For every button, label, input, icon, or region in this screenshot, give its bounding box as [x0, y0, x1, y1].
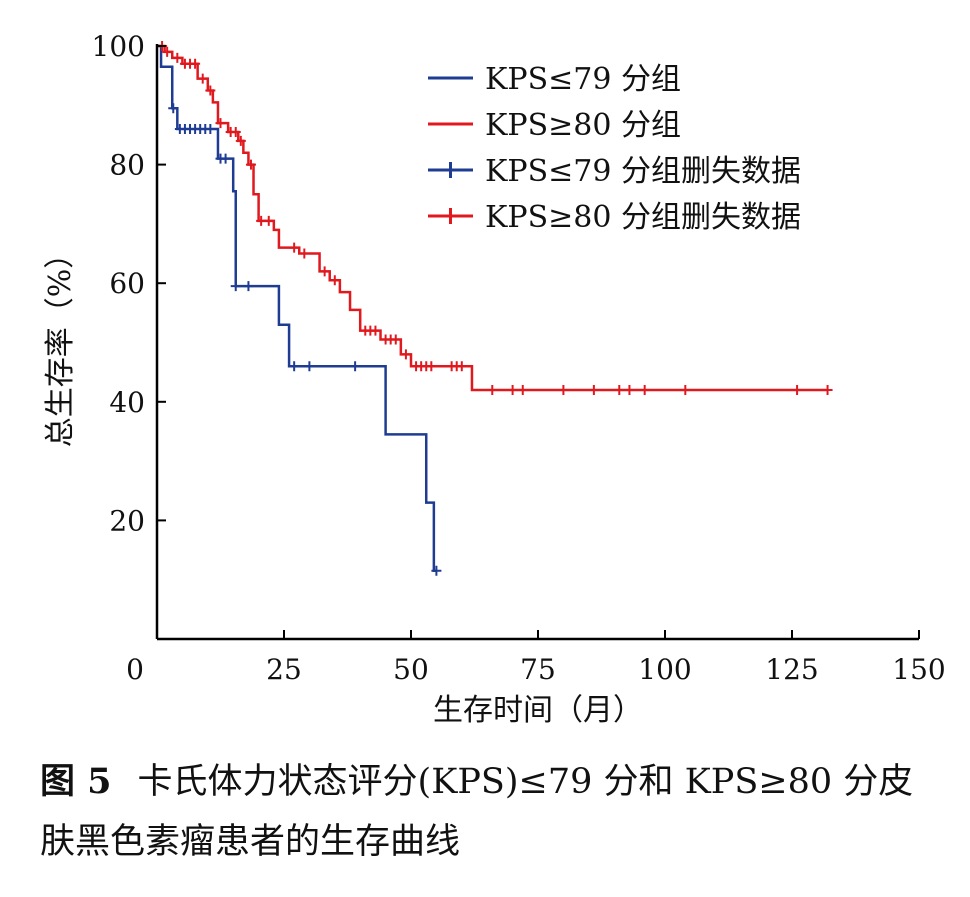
x-axis-label: 生存时间（月） [433, 693, 643, 728]
survival-chart: 0 25 50 75 100 125 150 20 40 60 80 100 生存时间（月） 总生存率（%… [43, 30, 946, 728]
legend-label: KPS≥80 分组删失数据 [485, 200, 801, 235]
y-tick-label: 80 [109, 149, 145, 182]
censor-mark [487, 384, 498, 395]
y-tick-label: 40 [109, 386, 145, 419]
censor-mark [400, 349, 411, 360]
censor-mark [390, 334, 401, 345]
censor-mark [614, 384, 625, 395]
censor-mark [230, 281, 241, 292]
x-tick-label: 150 [892, 653, 945, 686]
censor-mark [370, 325, 381, 336]
x-tick-label: 25 [266, 653, 302, 686]
y-tick-label: 60 [109, 267, 145, 300]
axes: 0 25 50 75 100 125 150 20 40 60 80 100 生存时间（月） 总生存率（%… [43, 30, 946, 728]
censor-mark [431, 565, 442, 576]
censor-mark [190, 58, 201, 69]
censor-mark [588, 384, 599, 395]
plot-lines [157, 41, 833, 576]
censor-mark [639, 384, 650, 395]
censor-mark [235, 135, 246, 146]
censor-mark [220, 153, 231, 164]
x-tick-label: 0 [126, 653, 144, 686]
legend: KPS≤79 分组 KPS≥80 分组 KPS≤79 分组删失数据 KPS≥80 分组… [428, 62, 801, 235]
legend-label: KPS≤79 分组 [485, 62, 681, 97]
censor-mark [507, 384, 518, 395]
censor-mark [792, 384, 803, 395]
censor-mark [304, 361, 315, 372]
x-tick-label: 50 [393, 653, 429, 686]
censor-mark [230, 126, 241, 137]
censor-mark [319, 266, 330, 277]
series-line-1 [157, 44, 437, 573]
censor-mark [289, 242, 300, 253]
legend-label: KPS≤79 分组删失数据 [485, 154, 801, 189]
x-tick-label: 75 [520, 653, 556, 686]
censor-mark [263, 215, 274, 226]
y-axis-label: 总生存率（%） [43, 239, 78, 448]
y-tick-label: 100 [92, 30, 145, 63]
censor-mark [205, 85, 216, 96]
censor-mark [289, 361, 300, 372]
censor-mark [215, 118, 226, 129]
x-tick-label: 125 [765, 653, 818, 686]
censor-mark [329, 275, 340, 286]
y-tick-label: 20 [109, 504, 145, 537]
x-tick-label: 100 [638, 653, 691, 686]
censor-mark [558, 384, 569, 395]
censor-mark [172, 52, 183, 63]
censor-mark [243, 281, 254, 292]
censor-mark [299, 248, 310, 259]
censor-mark [517, 384, 528, 395]
censor-mark [168, 103, 179, 114]
caption-text: 卡氏体力状态评分(KPS)≤79 分和 KPS≥80 分皮肤黑色素瘤患者的生存曲… [40, 762, 914, 862]
figure-caption: 图 5 卡氏体力状态评分(KPS)≤79 分和 KPS≥80 分皮肤黑色素瘤患者的… [40, 752, 940, 872]
censor-mark [350, 361, 361, 372]
censor-mark [456, 361, 467, 372]
censor-mark [245, 159, 256, 170]
censor-mark [822, 384, 833, 395]
censor-mark [197, 73, 208, 84]
figure-number: 图 5 [40, 761, 112, 802]
censor-mark [426, 361, 437, 372]
censor-mark [680, 384, 691, 395]
legend-label: KPS≥80 分组 [485, 108, 681, 143]
censor-mark [162, 46, 173, 57]
censor-mark [205, 124, 216, 135]
censor-mark [624, 384, 635, 395]
